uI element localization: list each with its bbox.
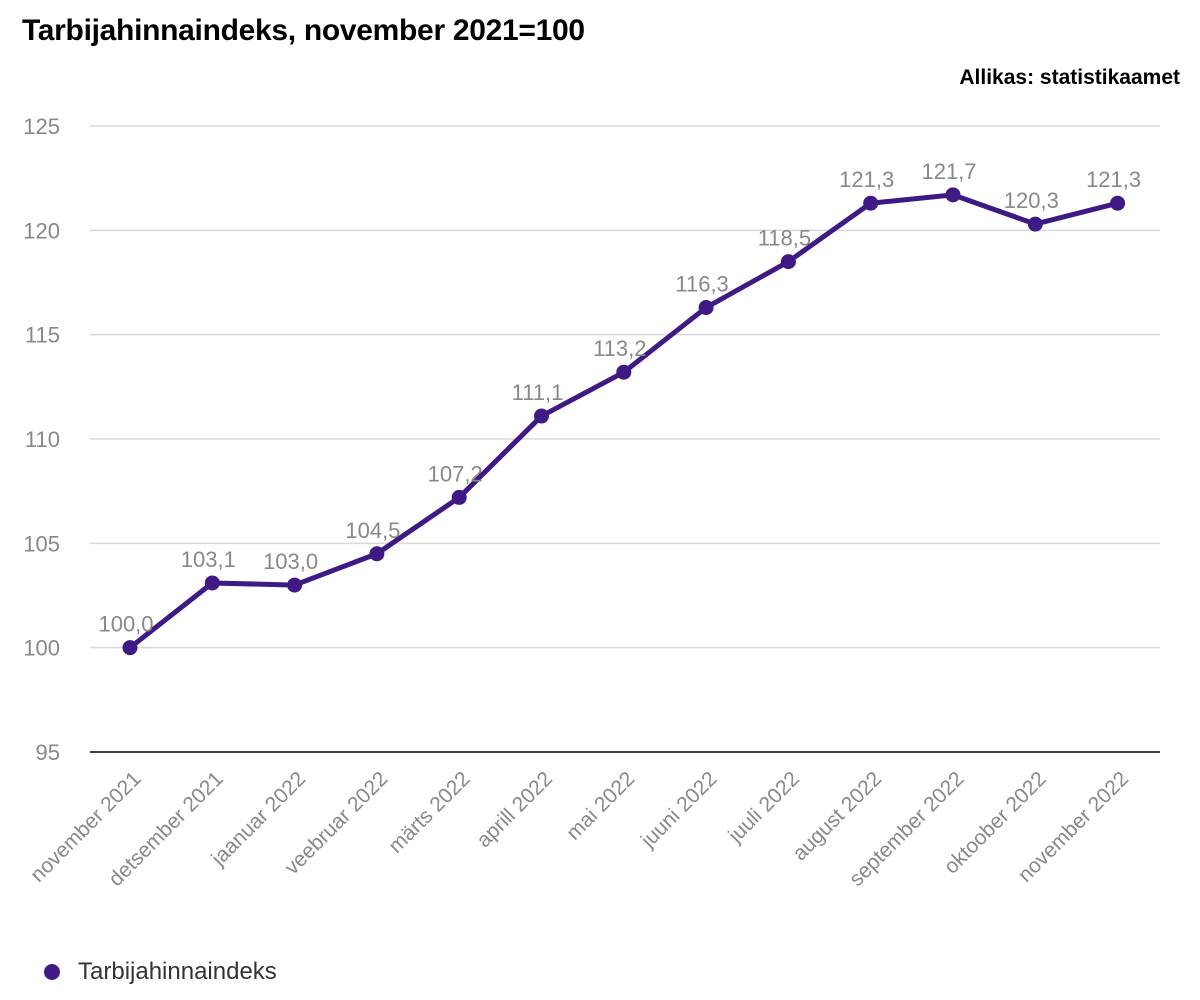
data-label: 103,0: [263, 549, 318, 574]
chart-title: Tarbijahinnaindeks, november 2021=100: [22, 14, 585, 47]
y-tick-label: 120: [23, 218, 60, 243]
data-label: 111,1: [512, 380, 564, 405]
y-tick-label: 95: [36, 740, 60, 765]
x-tick-label: märts 2022: [384, 767, 475, 858]
y-tick-label: 105: [23, 531, 60, 556]
data-point: [122, 640, 138, 656]
y-tick-label: 100: [23, 636, 60, 661]
data-point: [451, 489, 467, 505]
data-point: [863, 195, 879, 211]
data-point: [369, 546, 385, 562]
data-label: 121,7: [921, 159, 976, 184]
y-tick-label: 115: [25, 323, 60, 348]
data-label: 121,3: [839, 167, 894, 192]
data-label: 121,3: [1086, 167, 1141, 192]
data-point: [616, 364, 632, 380]
data-label: 118,5: [758, 226, 811, 251]
data-label: 100,0: [98, 612, 153, 637]
data-point: [945, 187, 961, 203]
data-label: 107,2: [428, 461, 483, 486]
series-line: [127, 192, 1121, 651]
data-point: [1110, 195, 1126, 211]
x-tick-label: juuli 2022: [723, 767, 804, 848]
data-point: [698, 300, 714, 316]
y-tick-label: 110: [25, 427, 60, 452]
data-point: [534, 408, 549, 424]
data-point: [204, 575, 220, 591]
data-label: 103,1: [181, 547, 236, 572]
data-point: [1027, 216, 1043, 232]
data-label: 104,5: [345, 518, 400, 543]
legend-marker-icon: [44, 964, 60, 980]
legend[interactable]: Tarbijahinnaindeks: [44, 958, 277, 986]
data-label: 120,3: [1004, 188, 1059, 213]
data-label: 116,3: [675, 272, 728, 297]
y-tick-label: 125: [23, 114, 60, 139]
data-point: [780, 254, 796, 270]
legend-label: Tarbijahinnaindeks: [78, 958, 277, 985]
data-label: 113,2: [593, 336, 646, 361]
source-note: Allikas: statistikaamet: [959, 66, 1180, 89]
x-tick-label: juuni 2022: [636, 767, 722, 853]
data-point: [287, 577, 303, 593]
x-tick-label: mai 2022: [562, 767, 639, 844]
x-tick-label: aprill 2022: [472, 767, 557, 852]
